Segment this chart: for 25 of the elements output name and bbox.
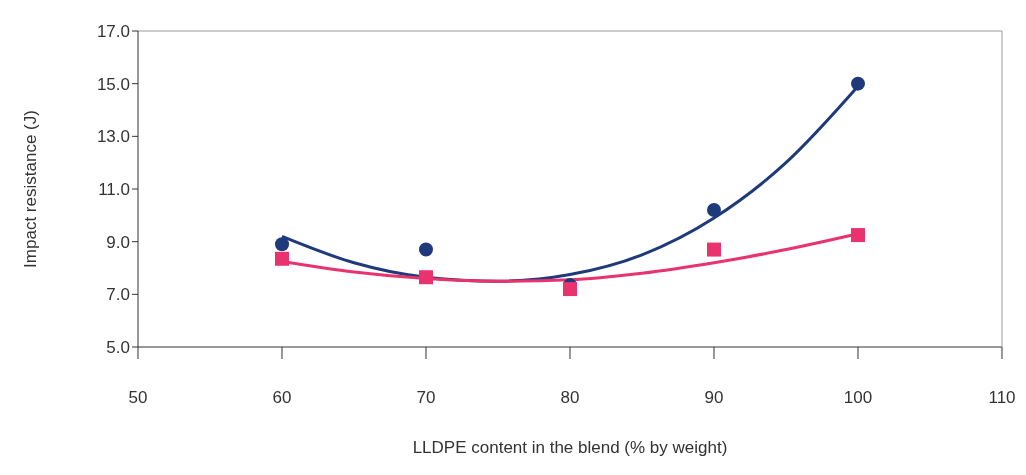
point (275, 251, 289, 266)
x-tick-label: 60 (272, 388, 292, 408)
point (275, 237, 289, 252)
x-tick-label: 50 (128, 388, 148, 408)
point (419, 270, 433, 285)
y-tick-label: 9.0 (106, 232, 130, 252)
point (563, 282, 577, 297)
y-tick-label: 15.0 (96, 74, 130, 94)
x-tick-label: 100 (843, 388, 873, 408)
x-tick-label: 80 (560, 388, 580, 408)
point (707, 242, 721, 257)
y-tick-label: 5.0 (106, 338, 130, 358)
x-axis-title: LLDPE content in the blend (% by weight) (412, 438, 728, 457)
point (851, 228, 865, 243)
point (851, 76, 865, 91)
y-axis-title: Impact resistance (J) (21, 110, 41, 268)
y-tick-label: 17.0 (96, 22, 130, 42)
x-tick-label: 110 (988, 388, 1016, 408)
point (707, 203, 721, 218)
y-tick-label: 7.0 (106, 285, 130, 305)
y-tick-label: 13.0 (96, 127, 130, 147)
y-tick-label: 11.0 (98, 180, 130, 200)
x-tick-label: 70 (416, 388, 436, 408)
x-tick-label: 90 (704, 388, 724, 408)
point (419, 242, 433, 257)
